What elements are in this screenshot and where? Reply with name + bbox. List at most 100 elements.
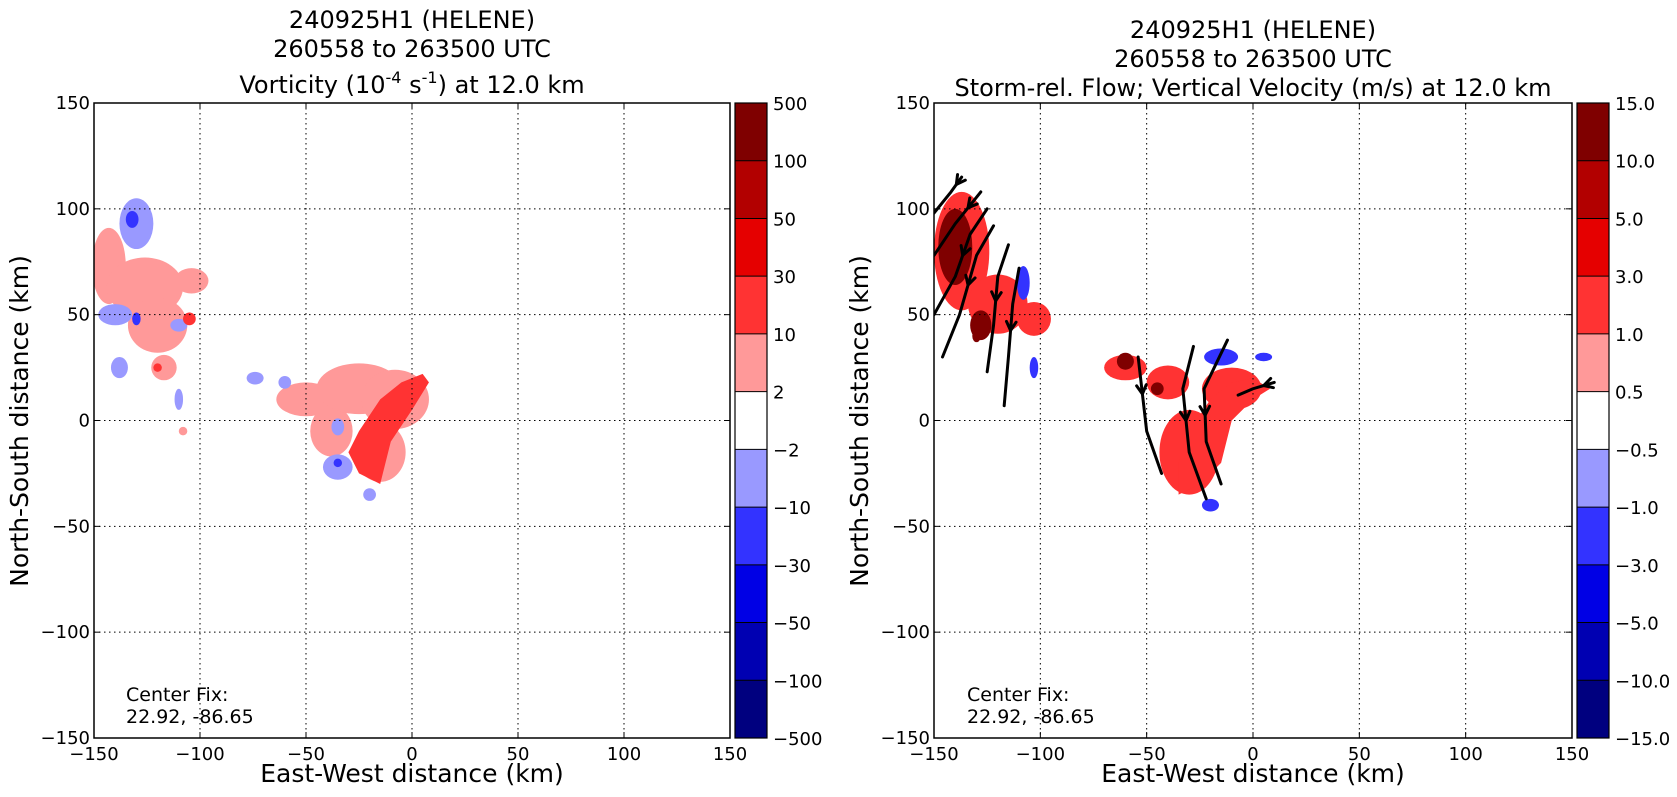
streamline (1136, 355, 1164, 475)
colorbar-tick-label: −50 (773, 614, 811, 635)
streamline-arrow (1178, 409, 1192, 424)
x-tick-label: 150 (1555, 744, 1589, 765)
contour-region (1201, 498, 1219, 512)
colorbar-segment (735, 160, 767, 219)
contour-region (972, 329, 981, 343)
contour-region (333, 458, 343, 468)
x-axis-label: East-West distance (km) (260, 759, 564, 788)
colorbar-segment (1577, 333, 1609, 392)
colorbar-segment (1577, 507, 1609, 565)
colorbar-tick-label: 10 (773, 325, 796, 346)
colorbar-tick-label: 500 (773, 94, 807, 115)
colorbar-segment (735, 449, 767, 508)
colorbar-tick-label: −0.5 (1615, 440, 1659, 461)
contour-region (170, 318, 188, 332)
colorbar-segment (1577, 622, 1609, 681)
contour-region (331, 418, 345, 436)
colorbar-frame (734, 102, 768, 739)
streamline (934, 190, 983, 257)
grid-lines (934, 103, 1572, 738)
colorbar-segment (735, 680, 767, 738)
y-tick-label: −50 (892, 516, 930, 537)
streamline (1236, 380, 1276, 397)
contour-region (938, 208, 973, 286)
panel-title-line2: 260558 to 263500 UTC (273, 35, 551, 63)
center-fix-label: Center Fix: (967, 684, 1069, 706)
colorbar-segment (1577, 218, 1609, 277)
streamline-arrow (1260, 376, 1275, 390)
colorbar-segment (735, 564, 767, 623)
contour-region (127, 297, 188, 353)
strong-contour-region (1178, 378, 1271, 495)
colorbar-tick-label: −10 (773, 498, 811, 519)
grid-lines (94, 103, 730, 738)
colorbar-tick-label: 3.0 (1615, 267, 1644, 288)
colorbar-tick-label: 15.0 (1615, 94, 1655, 115)
y-tick-label: 50 (67, 305, 90, 326)
colorbar-tick-label: −1.0 (1615, 498, 1659, 519)
colorbar: 15.0 10.0 5.0 3.0 1.0 0.5 −0.5 −1.0 −3.0 −5.0 −10.… (1576, 94, 1670, 750)
contour-region (153, 363, 162, 372)
colorbar-segment (1577, 391, 1609, 450)
colorbar-tick-label: −30 (773, 556, 811, 577)
axis-ticks: −150 −100 −50 0 50 100 150 −150 −100 −50 0 50 100 150 (881, 93, 1590, 765)
x-tick-label: 0 (406, 744, 417, 765)
panel-title-line3: Vorticity (10-4 s-1) at 12.0 km (239, 68, 584, 99)
colorbar: 500 100 50 30 10 2 −2 −10 −30 −50 −100 −500 (734, 94, 822, 750)
colorbar-tick-label: 1.0 (1615, 325, 1644, 346)
colorbar-segment (735, 276, 767, 334)
colorbar-segment (735, 333, 767, 392)
contour-region (132, 312, 141, 326)
colorbar-segment (1577, 276, 1609, 334)
colorbar-segment (735, 507, 767, 565)
x-tick-label: 100 (1448, 744, 1482, 765)
panel-title-line2: 260558 to 263500 UTC (1114, 45, 1392, 73)
contour-region (1150, 382, 1164, 396)
y-axis-label: North-South distance (km) (5, 255, 34, 587)
colorbar-tick-label: −100 (773, 671, 822, 692)
contour-region (183, 312, 196, 326)
panel-title-line1: 240925H1 (HELENE) (1130, 16, 1376, 44)
contour-region (178, 426, 188, 436)
panel-title-line1: 240925H1 (HELENE) (289, 6, 535, 34)
vertical-velocity-panel: 240925H1 (HELENE) 260558 to 263500 UTC S… (845, 16, 1670, 788)
x-tick-label: −50 (1128, 744, 1166, 765)
contour-region (110, 357, 128, 379)
colorbar-tick-label: 2 (773, 383, 784, 404)
y-tick-label: 0 (79, 411, 90, 432)
contour-region (1029, 357, 1039, 379)
y-tick-label: 100 (56, 199, 90, 220)
colorbar-tick-label: −2 (773, 440, 800, 461)
contour-region (1204, 348, 1239, 366)
center-fix-value: 22.92, -86.65 (967, 706, 1095, 728)
x-tick-label: 100 (607, 744, 641, 765)
x-tick-label: 0 (1247, 744, 1258, 765)
streamline-arrow (1198, 404, 1212, 419)
colorbar-frame (1576, 102, 1610, 739)
colorbar-tick-label: −3.0 (1615, 556, 1659, 577)
streamline-arrow (966, 196, 979, 211)
streamline-arrow (990, 290, 1003, 305)
y-tick-label: 150 (896, 93, 930, 114)
contour-region (246, 371, 264, 385)
colorbar-segment (1577, 103, 1609, 161)
title-part-1: Vorticity (10 (239, 71, 385, 99)
contour-region (363, 488, 376, 501)
colorbar-tick-label: 5.0 (1615, 209, 1644, 230)
axis-ticks: −150 −100 −50 0 50 100 150 −150 −100 −50 0 50 100 150 (41, 93, 748, 765)
contour-region (310, 405, 353, 457)
x-tick-label: 150 (713, 744, 747, 765)
streamline-arrow (1004, 319, 1018, 334)
y-tick-label: 100 (896, 199, 930, 220)
colorbar-tick-label: −5.0 (1615, 614, 1659, 635)
colorbar-segment (735, 218, 767, 277)
streamline-arrow (959, 244, 972, 259)
colorbar-segment (735, 103, 767, 161)
colorbar-segment (735, 622, 767, 681)
colorbar-tick-label: 100 (773, 152, 807, 173)
y-axis-label: North-South distance (km) (845, 255, 874, 587)
x-tick-label: −100 (175, 744, 224, 765)
colorbar-segment (1577, 449, 1609, 508)
vorticity-field (94, 198, 429, 501)
